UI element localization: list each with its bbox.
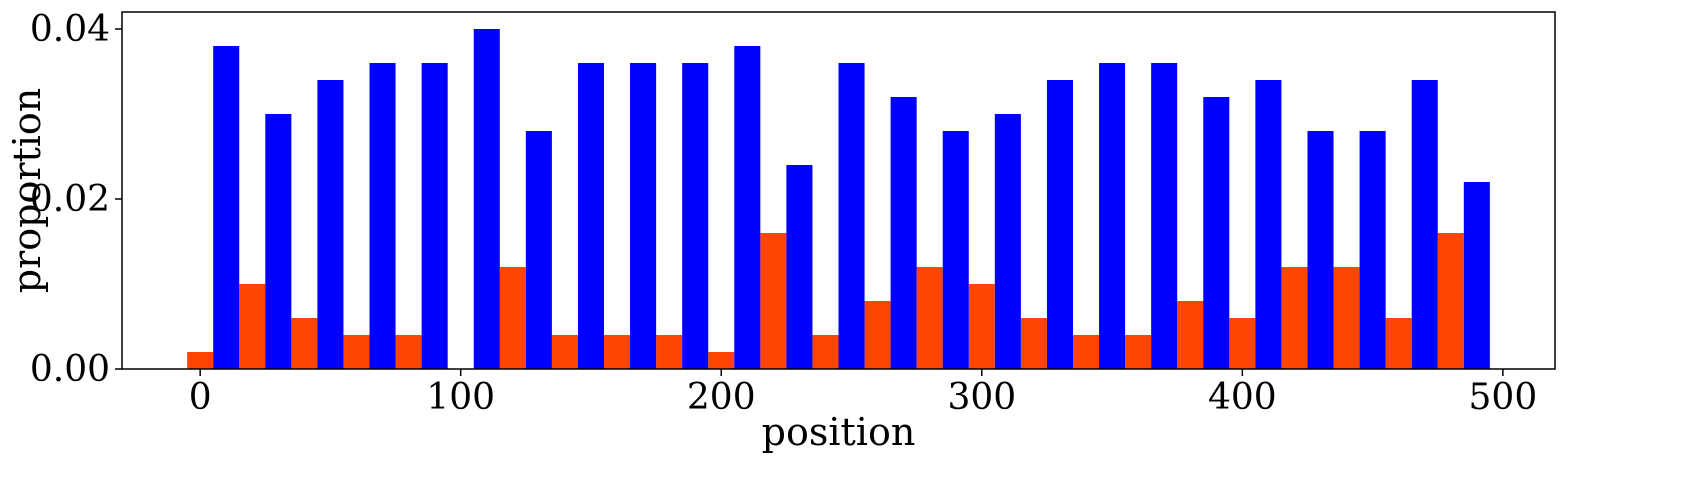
x-axis-label: position	[762, 410, 916, 454]
bar-series-1-300	[968, 284, 995, 369]
bar-series-1-320	[1020, 318, 1047, 369]
bar-series-1-360	[1125, 335, 1152, 369]
bar-series-2-250	[838, 63, 865, 369]
bar-series-1-0	[187, 352, 214, 369]
x-tick-label: 300	[947, 377, 1016, 418]
bar-series-1-40	[291, 318, 318, 369]
bar-series-1-80	[395, 335, 422, 369]
bar-series-1-120	[499, 267, 526, 369]
bar-series-2-330	[1046, 80, 1073, 369]
x-tick-label: 100	[426, 377, 495, 418]
bar-series-2-110	[473, 29, 500, 369]
bar-series-2-270	[890, 97, 917, 369]
x-tick-label: 200	[687, 377, 756, 418]
bar-series-2-170	[630, 63, 657, 369]
bar-series-2-290	[942, 131, 969, 369]
bar-series-2-410	[1255, 80, 1282, 369]
bar-series-2-350	[1099, 63, 1126, 369]
bar-series-2-50	[317, 80, 344, 369]
bar-series-1-160	[604, 335, 631, 369]
bar-series-2-130	[525, 131, 552, 369]
bar-series-1-200	[708, 352, 735, 369]
bar-series-1-460	[1385, 318, 1412, 369]
bar-series-1-440	[1333, 267, 1360, 369]
bar-series-1-420	[1281, 267, 1308, 369]
y-tick-label: 0.00	[30, 349, 110, 390]
bar-series-1-240	[812, 335, 839, 369]
bar-series-1-260	[864, 301, 891, 369]
bar-series-2-370	[1151, 63, 1178, 369]
bar-series-1-220	[760, 233, 787, 369]
x-tick-label: 500	[1469, 377, 1538, 418]
bar-series-2-490	[1463, 182, 1490, 369]
y-tick-label: 0.02	[30, 179, 110, 220]
bar-series-2-10	[213, 46, 240, 369]
bar-series-2-150	[577, 63, 605, 369]
bar-series-2-430	[1307, 131, 1334, 369]
x-tick-label: 400	[1208, 377, 1277, 418]
x-axis-ticks: 0 100 200 300 400 500	[189, 369, 1538, 418]
bar-series-2-230	[786, 165, 813, 369]
bar-series-1-380	[1177, 301, 1204, 369]
bar-series-1-480	[1437, 233, 1464, 369]
bar-series-2-90	[421, 63, 448, 369]
y-axis-ticks: 0.00 0.02 0.04	[30, 9, 122, 390]
bar-series-2-450	[1359, 131, 1386, 369]
bars-group	[187, 29, 1490, 369]
bar-series-1-140	[551, 335, 578, 369]
plot-frame	[121, 11, 1556, 370]
y-tick-label: 0.04	[30, 9, 110, 50]
y-axis-label: proportion	[5, 88, 49, 294]
x-tick-label: 0	[189, 377, 212, 418]
bar-series-1-280	[916, 267, 943, 369]
bar-series-1-340	[1072, 335, 1100, 369]
bar-series-2-190	[682, 63, 709, 369]
bar-series-2-210	[734, 46, 761, 369]
bar-series-1-60	[343, 335, 370, 369]
bar-series-2-30	[265, 114, 292, 369]
bar-series-1-400	[1229, 318, 1256, 369]
bar-series-2-310	[994, 114, 1021, 369]
bar-series-2-70	[369, 63, 396, 369]
bar-series-1-180	[656, 335, 683, 369]
bar-series-2-470	[1411, 80, 1438, 369]
bar-series-1-20	[239, 284, 266, 369]
bar-series-2-390	[1203, 97, 1230, 369]
